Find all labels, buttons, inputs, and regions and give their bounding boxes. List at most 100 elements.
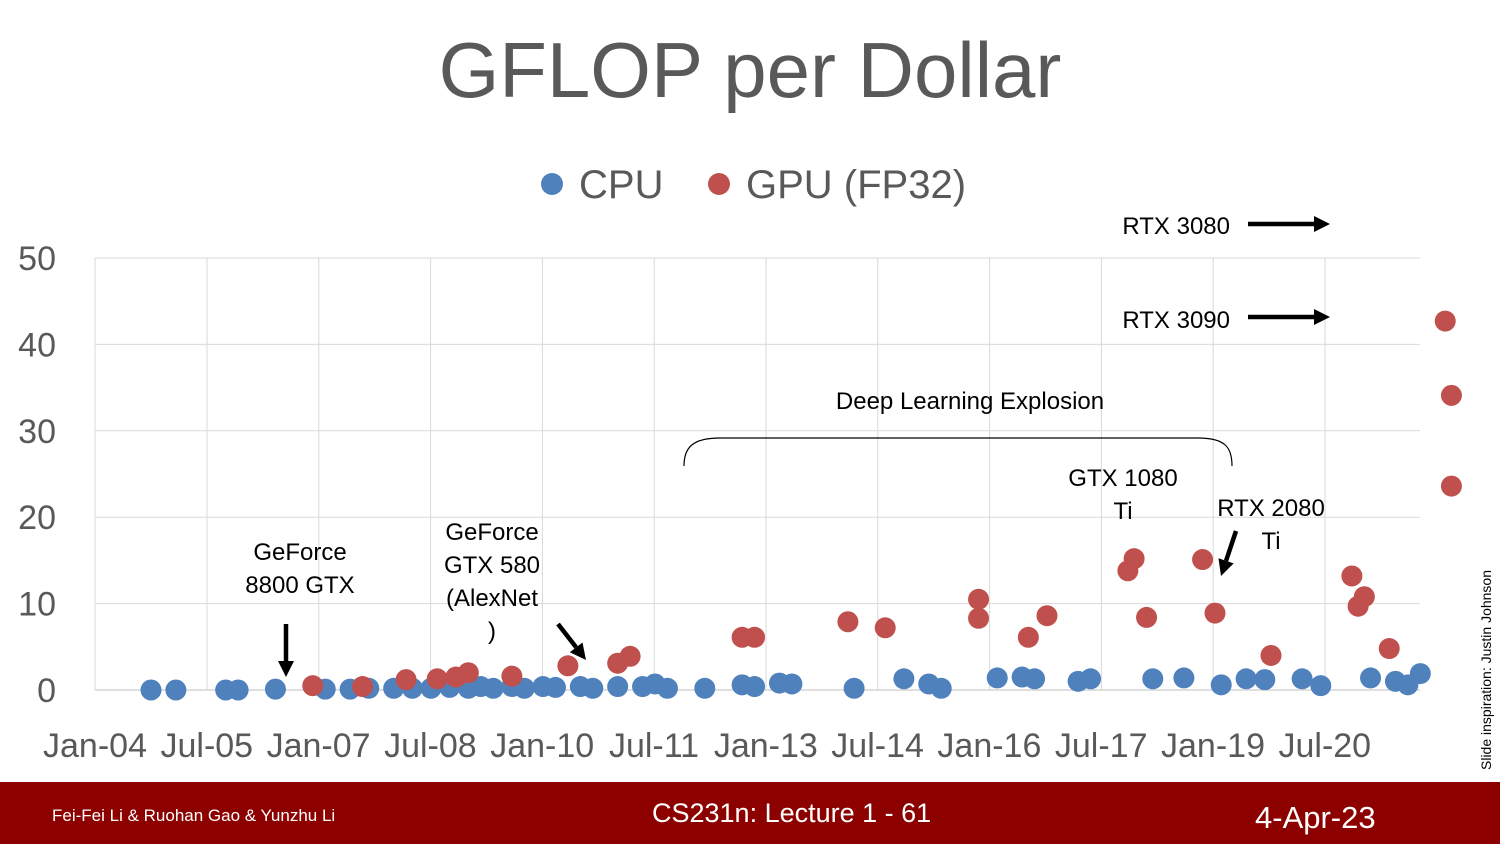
annotation-label: GeForce GTX 580 (AlexNet): [444, 519, 540, 645]
data-point: [837, 611, 859, 633]
data-point: [1204, 602, 1226, 624]
data-point: [744, 676, 766, 698]
data-point: [968, 588, 990, 610]
data-point: [1123, 548, 1145, 570]
series-cpu: [140, 663, 1431, 701]
data-point: [1192, 549, 1214, 571]
data-point: [893, 668, 915, 690]
data-point: [1434, 310, 1456, 332]
data-point: [140, 679, 162, 701]
data-point: [986, 667, 1008, 689]
x-tick-label: Jul-08: [384, 727, 477, 765]
data-point: [544, 676, 566, 698]
x-tick-label: Jan-16: [937, 727, 1041, 765]
data-point: [781, 673, 803, 695]
chart-grid: [94, 257, 1420, 691]
data-point: [264, 678, 286, 700]
data-point: [1036, 605, 1058, 627]
data-point: [1024, 668, 1046, 690]
data-point: [694, 677, 716, 699]
chart-legend: CPU GPU (FP32): [541, 163, 966, 207]
x-tick-label: Jan-07: [267, 727, 371, 765]
data-point: [1341, 565, 1363, 587]
data-point: [1142, 668, 1164, 690]
chart-annotations: GeForce 8800 GTX GeForce GTX 580 (AlexNet) De…: [245, 213, 1330, 677]
x-axis-ticks: Jan-04 Jul-05 Jan-07 Jul-08 Jan-10 Jul-11 Jan-…: [43, 727, 1371, 765]
footer-bar: Fei-Fei Li & Ruohan Gao & Yunzhu Li CS23…: [0, 782, 1500, 844]
data-point: [1409, 663, 1431, 685]
data-point: [1254, 669, 1276, 691]
annotation-arrow: [556, 622, 586, 660]
annotation-label: Deep Learning Explosion: [836, 388, 1104, 415]
data-point: [1310, 675, 1332, 697]
legend-marker: [541, 173, 563, 195]
explosion-brace: [683, 437, 1233, 467]
data-point: [426, 668, 448, 690]
slide-credit: Slide inspiration: Justin Johnson: [1478, 569, 1494, 770]
y-tick-label: 40: [18, 326, 56, 364]
legend-marker: [708, 173, 730, 195]
data-point: [1136, 606, 1158, 628]
x-tick-label: Jan-04: [43, 727, 147, 765]
footer-lecture: CS231n: Lecture 1 - 61: [652, 798, 932, 828]
data-point: [582, 677, 604, 699]
x-tick-label: Jul-20: [1278, 727, 1371, 765]
data-point: [930, 677, 952, 699]
data-point: [1353, 586, 1375, 608]
data-point: [352, 676, 374, 698]
data-point: [165, 679, 187, 701]
annotation-arrow: [1248, 216, 1330, 232]
legend-label: GPU (FP32): [746, 163, 966, 207]
data-point: [843, 677, 865, 699]
annotation-arrow: [1248, 309, 1330, 325]
y-axis-ticks: 0 10 20 30 40 50: [18, 240, 56, 710]
data-point: [1440, 475, 1462, 497]
data-point: [1360, 667, 1382, 689]
data-point: [744, 626, 766, 648]
y-tick-label: 30: [18, 413, 56, 451]
data-point: [501, 665, 523, 687]
data-point: [656, 677, 678, 699]
chart-points: [140, 310, 1462, 701]
data-point: [1210, 674, 1232, 696]
data-point: [395, 669, 417, 691]
y-tick-label: 50: [18, 240, 56, 278]
data-point: [557, 655, 579, 677]
data-point: [607, 676, 629, 698]
data-point: [1235, 668, 1257, 690]
y-tick-label: 0: [37, 672, 56, 710]
annotation-arrow: [278, 624, 294, 677]
x-tick-label: Jul-14: [831, 727, 924, 765]
x-tick-label: Jan-19: [1161, 727, 1265, 765]
page-title: GFLOP per Dollar: [438, 26, 1062, 114]
series-gpu-fp32-: [302, 310, 1462, 698]
data-point: [1017, 626, 1039, 648]
y-tick-label: 20: [18, 499, 56, 537]
data-point: [1080, 668, 1102, 690]
annotation-label: GeForce 8800 GTX: [245, 539, 354, 599]
annotation-label: RTX 3080: [1122, 213, 1230, 240]
data-point: [302, 675, 324, 697]
data-point: [227, 679, 249, 701]
y-tick-label: 10: [18, 586, 56, 624]
data-point: [482, 677, 504, 699]
legend-item: GPU (FP32): [708, 163, 966, 207]
data-point: [968, 607, 990, 629]
data-point: [1291, 668, 1313, 690]
annotation-label: RTX 2080 Ti: [1217, 495, 1325, 555]
x-tick-label: Jul-17: [1055, 727, 1148, 765]
data-point: [1378, 638, 1400, 660]
data-point: [619, 645, 641, 667]
x-tick-label: Jul-05: [160, 727, 253, 765]
data-point: [1440, 384, 1462, 406]
data-point: [1260, 644, 1282, 666]
x-tick-label: Jul-11: [609, 727, 699, 765]
x-tick-label: Jan-10: [490, 727, 594, 765]
footer-date: 4-Apr-23: [1255, 800, 1376, 835]
annotation-arrow: [1218, 530, 1239, 576]
x-tick-label: Jan-13: [714, 727, 818, 765]
legend-item: CPU: [541, 163, 663, 207]
data-point: [874, 617, 896, 639]
annotation-label: RTX 3090: [1122, 307, 1230, 334]
